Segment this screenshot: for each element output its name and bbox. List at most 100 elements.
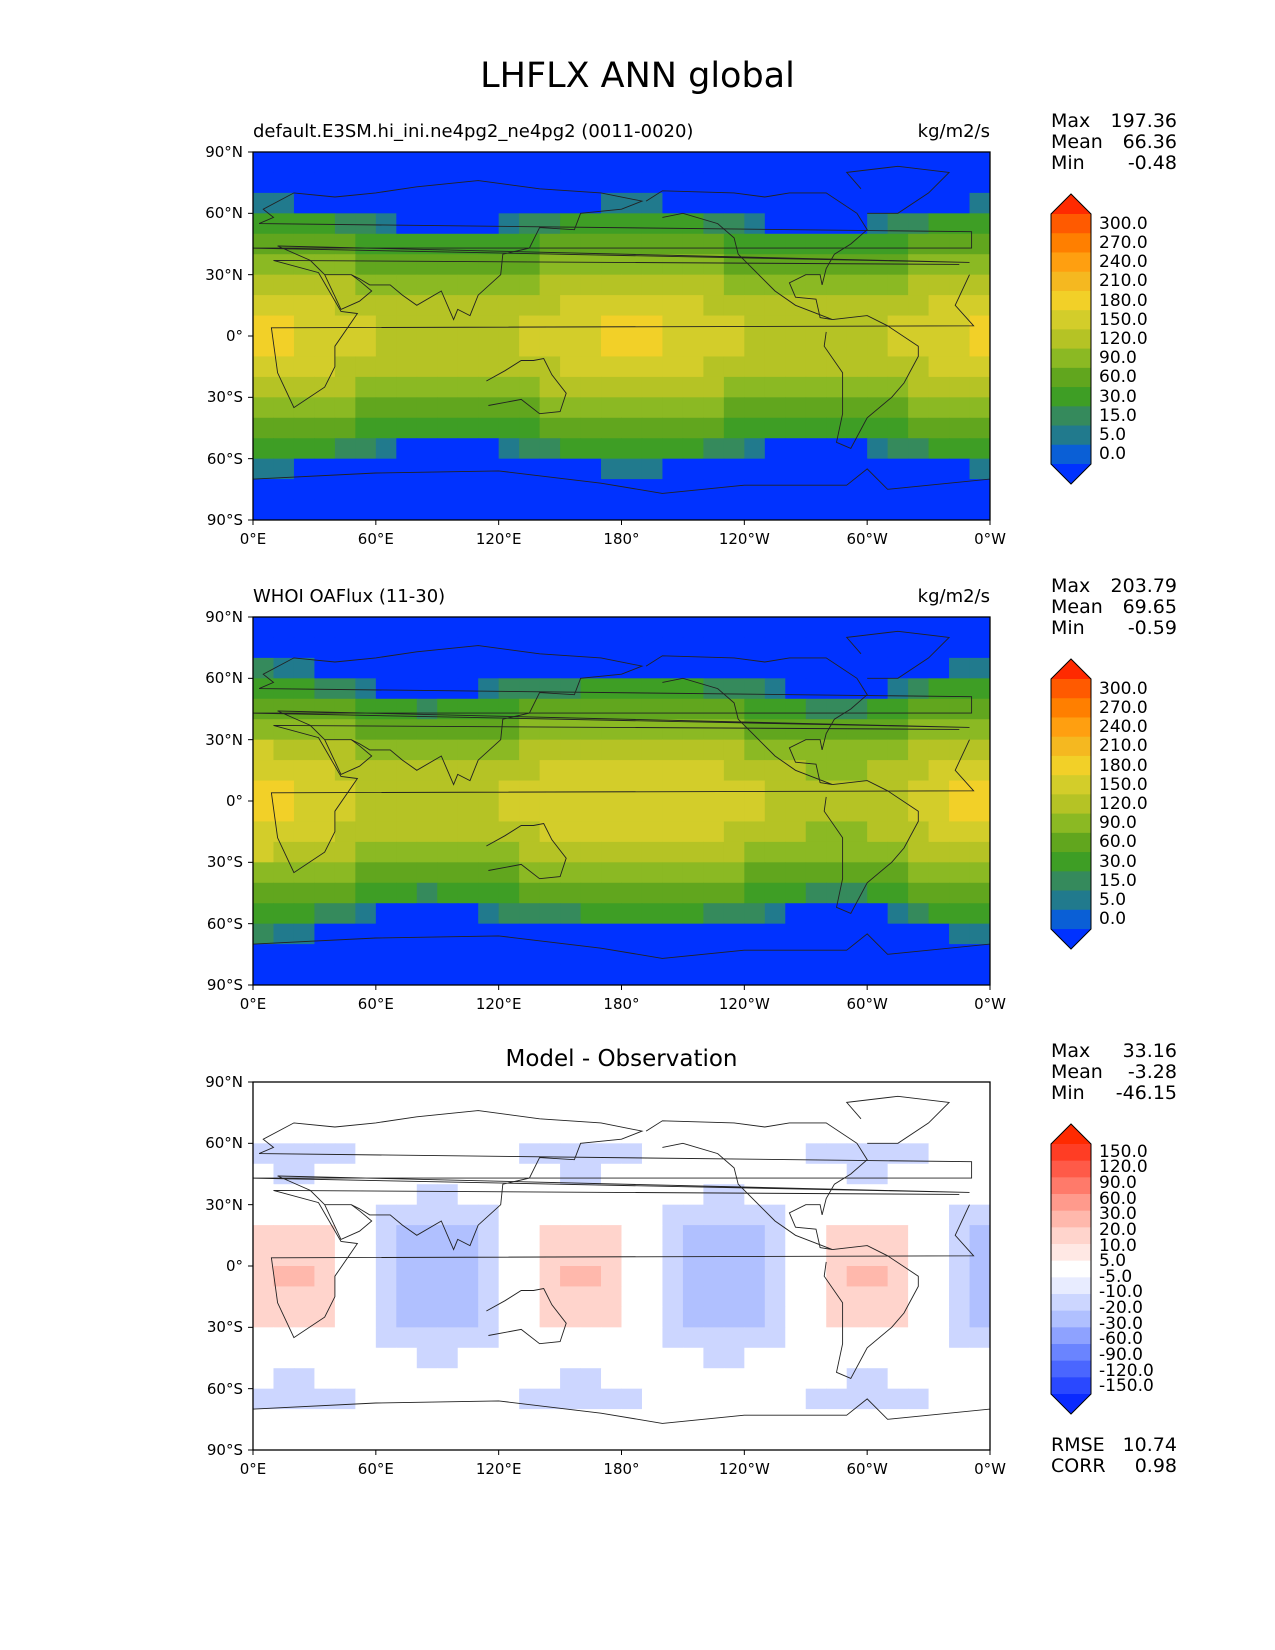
lat-tick-label: 30°N <box>205 1195 243 1214</box>
coastline-segment <box>324 739 373 775</box>
coastline-segment <box>486 822 567 880</box>
colorbar-segment <box>1051 271 1091 292</box>
coastline-segment <box>252 1398 991 1451</box>
colorbar-tick-label: 20.0 <box>1099 1219 1137 1240</box>
coastline-segment <box>270 259 975 409</box>
max-value: 203.79 <box>1110 575 1177 597</box>
colorbar-segment <box>1051 679 1091 699</box>
colorbar-tick-label: 300.0 <box>1099 213 1148 234</box>
lat-tick-label: 90°S <box>206 511 243 529</box>
observation-field <box>253 617 991 986</box>
model-map-frame <box>252 151 991 521</box>
min-value: -0.59 <box>1127 617 1177 639</box>
colorbar-segment <box>1051 1310 1091 1328</box>
lon-tick-label: 180° <box>603 1460 640 1478</box>
corr-label: CORR <box>1051 1455 1106 1477</box>
colorbar-segment <box>1051 890 1091 911</box>
colorbar-tick-label: 60.0 <box>1099 1188 1137 1209</box>
coastline-segment <box>252 1110 973 1251</box>
colorbar-segment <box>1051 1260 1091 1278</box>
colorbar-tick-label: -150.0 <box>1099 1376 1154 1397</box>
colorbar-tick-label: 120.0 <box>1099 1157 1148 1178</box>
coastline-segment <box>252 180 973 321</box>
max-label: Max <box>1051 1040 1091 1062</box>
observation-map-frame <box>252 616 991 986</box>
colorbar-segment <box>1051 1360 1091 1378</box>
colorbar-segment <box>1051 1344 1091 1362</box>
observation-colorbar <box>1050 658 1092 950</box>
lat-tick-label: 30°S <box>206 853 243 872</box>
colorbar-segment <box>1051 1277 1091 1295</box>
coastline-segment <box>270 1189 975 1339</box>
lat-tick-label: 30°N <box>205 265 243 284</box>
model-colorbar <box>1050 193 1092 485</box>
colorbar-tick-label: 30.0 <box>1099 851 1137 872</box>
colorbar-segment <box>1051 233 1091 253</box>
coastline-segment <box>845 165 951 214</box>
mean-label: Mean <box>1051 596 1103 618</box>
lon-tick-label: 120°E <box>475 1460 522 1478</box>
colorbar-segment <box>1051 252 1091 273</box>
max-label: Max <box>1051 575 1091 597</box>
lat-tick-label: 0° <box>225 792 243 810</box>
difference-center-title: Model - Observation <box>505 1046 738 1072</box>
lat-tick-label: 90°S <box>206 976 243 994</box>
colorbar-tick-label: 270.0 <box>1099 697 1148 718</box>
colorbar-segment <box>1051 1144 1091 1162</box>
lat-tick-label: 60°S <box>206 914 243 933</box>
coastline-segment <box>252 645 973 786</box>
corr-value: 0.98 <box>1134 1455 1177 1477</box>
colorbar-tick-label: 90.0 <box>1099 1173 1137 1194</box>
colorbar-tick-label: 0.0 <box>1099 444 1127 465</box>
mean-label: Mean <box>1051 131 1103 153</box>
lat-tick-label: 30°S <box>206 1318 243 1337</box>
coastline-segment <box>645 190 868 321</box>
colorbar-segment <box>1051 1327 1091 1345</box>
colorbar-tick-label: 180.0 <box>1099 290 1148 311</box>
lon-tick-label: 180° <box>603 530 640 548</box>
difference-map-frame <box>252 1081 991 1451</box>
colorbar-segment <box>1051 367 1091 388</box>
coastline-segment <box>845 1095 951 1144</box>
colorbar-segment <box>1051 736 1091 757</box>
coastline-segment <box>252 933 991 986</box>
lon-tick-label: 60°W <box>846 1460 888 1478</box>
colorbar-tick-label: -5.0 <box>1099 1266 1133 1287</box>
colorbar-tick-label: 90.0 <box>1099 813 1137 834</box>
lat-tick-label: 60°N <box>205 1134 243 1153</box>
difference-coastlines <box>252 1095 991 1451</box>
lat-tick-label: 30°S <box>206 388 243 407</box>
colorbar-segment <box>1051 310 1091 330</box>
colorbar-tick-label: 30.0 <box>1099 386 1137 407</box>
colorbar-segment <box>1051 1294 1091 1312</box>
colorbar-segment <box>1051 348 1091 369</box>
lon-tick-label: 120°W <box>718 1460 770 1478</box>
colorbar-extend-min <box>1051 464 1091 484</box>
colorbar-tick-label: 150.0 <box>1099 774 1148 795</box>
lat-tick-label: 90°N <box>205 1073 243 1091</box>
lon-tick-label: 60°E <box>357 530 394 548</box>
colorbar-tick-label: -10.0 <box>1099 1282 1143 1303</box>
difference-colorbar <box>1050 1123 1092 1415</box>
colorbar-segment <box>1051 1160 1091 1178</box>
colorbar-extend-min <box>1051 1394 1091 1414</box>
colorbar-tick-label: 0.0 <box>1099 909 1127 930</box>
mean-value: -3.28 <box>1127 1061 1177 1083</box>
coastline-segment <box>845 630 951 679</box>
colorbar-segment <box>1051 717 1091 738</box>
lat-tick-label: 60°N <box>205 669 243 688</box>
lat-tick-label: 90°S <box>206 1441 243 1459</box>
colorbar-segment <box>1051 1194 1091 1212</box>
colorbar-tick-label: 180.0 <box>1099 755 1148 776</box>
difference-field <box>253 1082 991 1451</box>
colorbar-segment <box>1051 852 1091 872</box>
min-label: Min <box>1051 617 1085 639</box>
model-coastlines <box>252 165 991 521</box>
colorbar-tick-label: 270.0 <box>1099 232 1148 253</box>
colorbar-tick-label: 150.0 <box>1099 1141 1148 1162</box>
colorbar-tick-label: 10.0 <box>1099 1235 1137 1256</box>
colorbar-segment <box>1051 1377 1091 1395</box>
min-value: -0.48 <box>1127 152 1177 174</box>
colorbar-tick-label: 15.0 <box>1099 405 1137 426</box>
colorbar-segment <box>1051 406 1091 427</box>
